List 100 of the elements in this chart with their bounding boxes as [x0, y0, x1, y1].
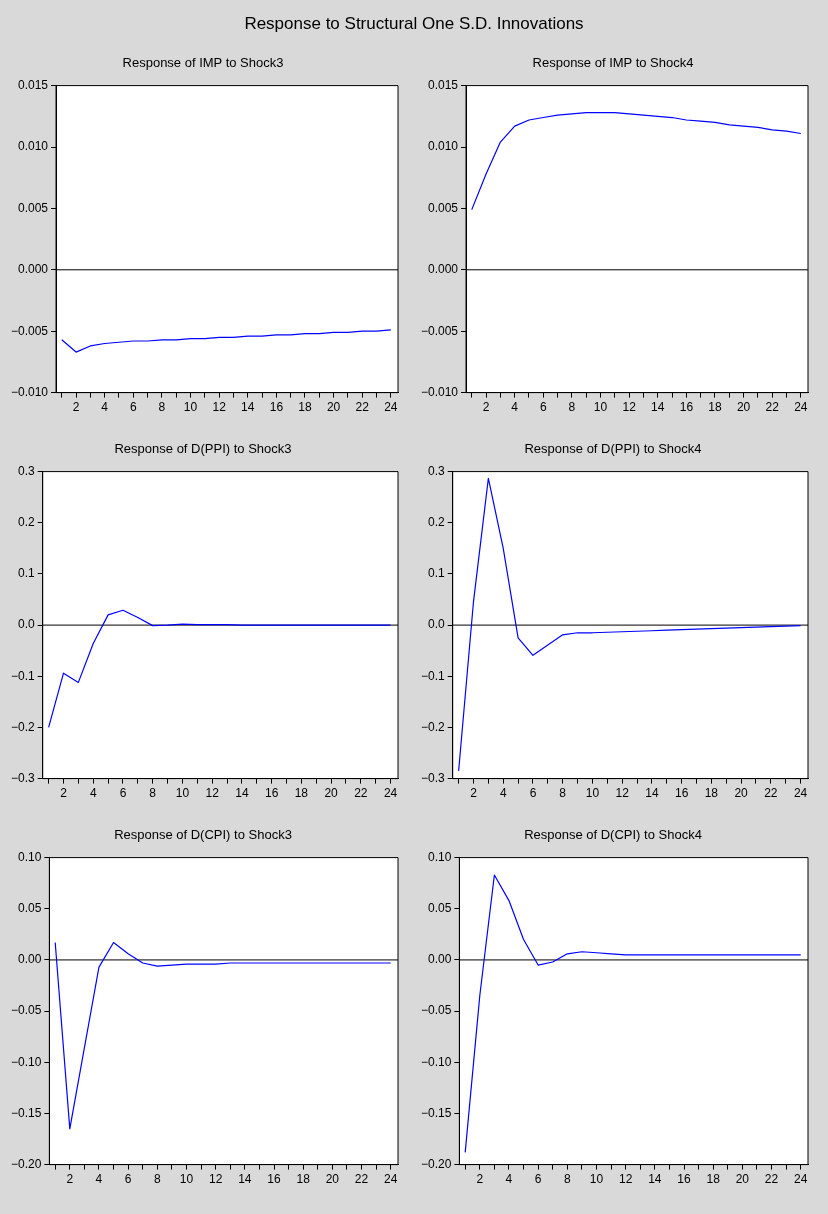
- x-tick-label: 6: [124, 1172, 132, 1187]
- y-tick-label: −0.15: [10, 1105, 42, 1120]
- x-tick-label: 10: [593, 400, 608, 415]
- x-tick-label: 20: [735, 1172, 750, 1187]
- x-tick-label: 24: [794, 1172, 808, 1187]
- y-tick-label: 0.000: [428, 262, 459, 277]
- y-tick-label: −0.15: [420, 1105, 452, 1120]
- x-tick-label: 10: [179, 1172, 194, 1187]
- y-tick-label: −0.10: [420, 1054, 452, 1069]
- x-tick-label: 2: [470, 786, 478, 801]
- y-tick-label: −0.05: [420, 1003, 452, 1018]
- x-tick-label: 8: [563, 1172, 571, 1187]
- x-tick-label: 2: [66, 1172, 74, 1187]
- x-tick-label: 4: [511, 400, 519, 415]
- y-tick-label: 0.10: [18, 849, 42, 864]
- x-tick-label: 8: [568, 400, 576, 415]
- x-tick-label: 22: [354, 786, 368, 801]
- y-tick-label: −0.1: [420, 668, 445, 683]
- y-tick-label: 0.010: [428, 139, 459, 154]
- x-tick-label: 4: [101, 400, 109, 415]
- x-tick-label: 16: [674, 786, 689, 801]
- x-tick-label: 4: [95, 1172, 103, 1187]
- x-tick-label: 6: [534, 1172, 542, 1187]
- x-tick-label: 20: [326, 400, 341, 415]
- x-tick-label: 6: [119, 786, 127, 801]
- x-tick-label: 12: [205, 786, 220, 801]
- x-tick-label: 18: [704, 786, 719, 801]
- x-tick-label: 22: [764, 786, 778, 801]
- x-tick-label: 20: [324, 786, 339, 801]
- x-tick-label: 18: [708, 400, 722, 415]
- x-tick-label: 22: [765, 400, 780, 415]
- x-tick-label: 14: [648, 1172, 662, 1187]
- x-tick-label: 18: [706, 1172, 721, 1187]
- y-tick-label: 0.005: [18, 200, 49, 215]
- text: Response to Structural One S.D. Innovations: [243, 14, 585, 34]
- x-tick-label: 10: [183, 400, 198, 415]
- y-tick-label: 0.1: [18, 566, 36, 581]
- x-tick-label: 10: [589, 1172, 604, 1187]
- chart-title: Response of IMP to Shock3: [122, 55, 284, 71]
- x-tick-label: 12: [212, 400, 227, 415]
- x-tick-label: 20: [734, 786, 749, 801]
- y-tick-label: 0.010: [18, 139, 49, 154]
- x-tick-label: 4: [499, 786, 507, 801]
- x-tick-label: 12: [622, 400, 637, 415]
- x-tick-label: 14: [651, 400, 665, 415]
- x-tick-label: 18: [298, 400, 312, 415]
- y-tick-label: −0.3: [10, 770, 35, 785]
- x-tick-label: 6: [129, 400, 137, 415]
- y-tick-label: 0.1: [428, 566, 446, 581]
- x-tick-label: 2: [482, 400, 490, 415]
- x-tick-label: 6: [539, 400, 547, 415]
- x-tick-label: 18: [294, 786, 309, 801]
- y-tick-label: −0.20: [420, 1156, 452, 1171]
- y-tick-label: −0.010: [420, 384, 459, 399]
- x-tick-label: 6: [529, 786, 537, 801]
- y-tick-label: −0.005: [10, 323, 49, 338]
- chart-title: Response of D(PPI) to Shock3: [114, 441, 292, 457]
- x-tick-label: 12: [208, 1172, 223, 1187]
- x-tick-label: 4: [89, 786, 97, 801]
- x-tick-label: 4: [505, 1172, 513, 1187]
- x-tick-label: 20: [736, 400, 751, 415]
- x-tick-label: 8: [158, 400, 166, 415]
- y-tick-label: 0.00: [428, 952, 452, 967]
- x-tick-label: 14: [645, 786, 659, 801]
- x-tick-label: 8: [149, 786, 157, 801]
- x-tick-label: 8: [153, 1172, 161, 1187]
- x-tick-label: 20: [325, 1172, 340, 1187]
- y-tick-label: 0.2: [18, 515, 36, 530]
- y-tick-label: −0.3: [420, 770, 445, 785]
- y-tick-label: 0.015: [428, 77, 459, 92]
- x-tick-label: 14: [238, 1172, 252, 1187]
- y-tick-label: −0.1: [10, 668, 35, 683]
- x-tick-label: 22: [355, 400, 370, 415]
- x-tick-label: 24: [384, 400, 398, 415]
- x-tick-label: 16: [677, 1172, 691, 1187]
- y-tick-label: 0.0: [428, 617, 446, 632]
- y-tick-label: −0.05: [10, 1003, 42, 1018]
- x-tick-label: 24: [383, 786, 398, 801]
- x-tick-label: 22: [764, 1172, 779, 1187]
- y-tick-label: 0.2: [428, 515, 446, 530]
- y-tick-label: −0.2: [10, 719, 35, 734]
- x-tick-label: 2: [72, 400, 80, 415]
- y-tick-label: −0.005: [420, 323, 459, 338]
- x-tick-label: 10: [585, 786, 600, 801]
- y-tick-label: −0.2: [420, 719, 445, 734]
- x-tick-label: 14: [241, 400, 255, 415]
- x-tick-label: 12: [615, 786, 630, 801]
- y-tick-label: −0.10: [10, 1054, 42, 1069]
- x-tick-label: 16: [264, 786, 279, 801]
- y-tick-label: 0.000: [18, 262, 49, 277]
- x-tick-label: 16: [679, 400, 694, 415]
- y-tick-label: 0.005: [428, 200, 459, 215]
- y-tick-label: 0.05: [428, 901, 452, 916]
- y-tick-label: −0.010: [10, 384, 49, 399]
- x-tick-label: 24: [794, 400, 808, 415]
- x-tick-label: 2: [60, 786, 68, 801]
- chart-title: Response of D(PPI) to Shock4: [524, 441, 702, 457]
- chart-title: Response of D(CPI) to Shock4: [524, 827, 702, 843]
- y-tick-label: 0.3: [18, 463, 36, 478]
- y-tick-label: 0.0: [18, 617, 36, 632]
